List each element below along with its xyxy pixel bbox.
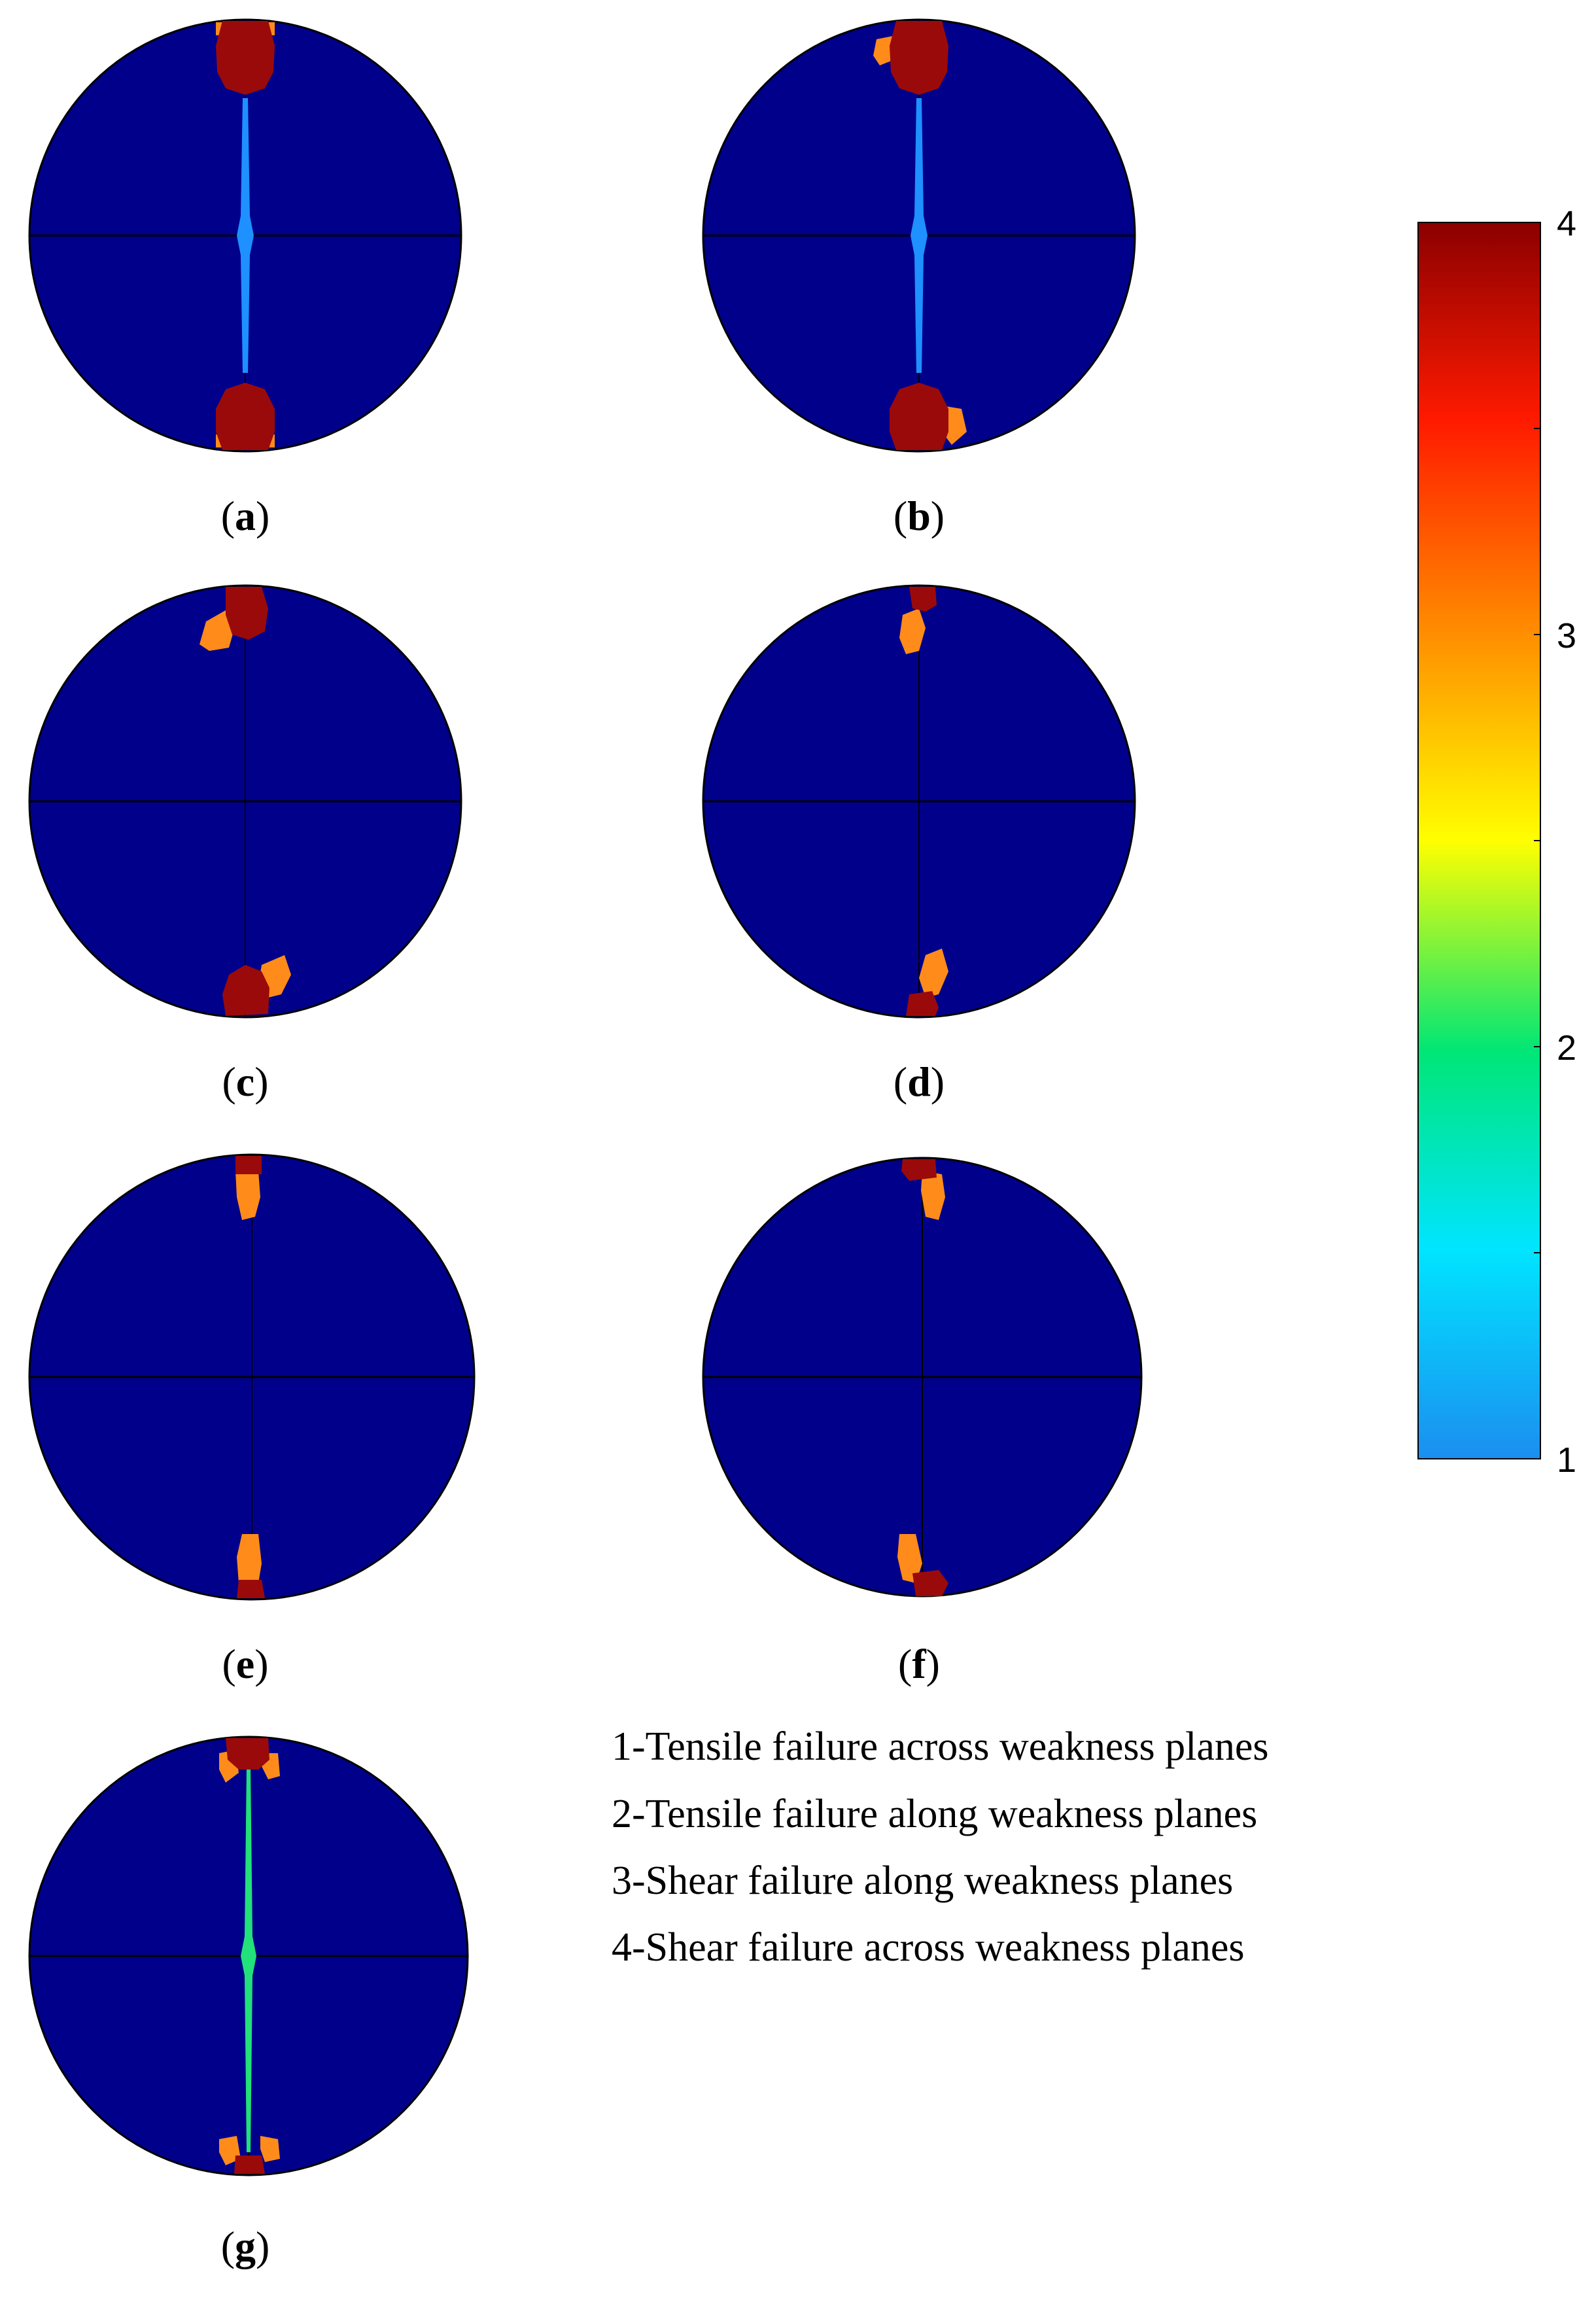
shear-zone-d-bottom	[906, 949, 948, 1016]
shear-zone-c-top	[200, 587, 268, 651]
panel-label-c: (c)	[222, 1058, 268, 1105]
legend-item-4: 4-Shear failure across weakness planes	[612, 1925, 1245, 1970]
tensile-crack-a	[237, 98, 254, 373]
shear-zone-f-bottom	[897, 1534, 948, 1596]
shear-zone-c-bottom	[222, 955, 291, 1016]
panel-label-f: (f)	[898, 1641, 940, 1687]
panel-label-b: (b)	[893, 493, 945, 539]
shear-zone-f-top	[901, 1159, 945, 1220]
panel-label-a: (a)	[221, 493, 270, 539]
legend-item-2: 2-Tensile failure along weakness planes	[612, 1792, 1257, 1836]
failure-mode-legend: 1-Tensile failure across weakness planes…	[612, 1724, 1269, 1970]
shear-across-zone-a-top	[216, 21, 275, 95]
shear-across-zone-a-bottom	[216, 383, 275, 450]
colorbar: 4 3 2 1	[1417, 204, 1576, 1480]
shear-zone-e-bottom	[237, 1534, 265, 1598]
shear-zone-b-top	[873, 21, 948, 95]
panel-g: (g)	[28, 1736, 469, 2269]
panel-label-d: (d)	[893, 1058, 945, 1105]
colorbar-tick-marks	[1534, 222, 1540, 1459]
panel-c: (c)	[28, 584, 462, 1105]
shear-zone-g-bottom	[219, 2136, 280, 2174]
panel-b: (b)	[702, 18, 1136, 539]
colorbar-tick-3: 3	[1557, 616, 1576, 655]
colorbar-tick-1: 1	[1557, 1440, 1576, 1480]
panel-f: (f)	[702, 1157, 1143, 1687]
panel-e: (e)	[28, 1153, 476, 1687]
shear-zone-g-top	[219, 1738, 280, 1783]
colorbar-tick-2: 2	[1557, 1028, 1576, 1068]
colorbar-tick-4: 4	[1557, 204, 1576, 243]
tensile-crack-b	[911, 98, 928, 373]
shear-zone-e-top	[235, 1156, 262, 1220]
tensile-along-crack-g	[241, 1766, 256, 2152]
panel-label-g: (g)	[221, 2223, 270, 2269]
panel-a: (a)	[28, 18, 462, 539]
shear-zone-d-top	[899, 587, 937, 654]
legend-item-1: 1-Tensile failure across weakness planes	[612, 1724, 1269, 1769]
panel-d: (d)	[702, 584, 1136, 1105]
colorbar-gradient	[1417, 222, 1541, 1459]
panel-label-e: (e)	[222, 1641, 268, 1687]
shear-zone-b-bottom	[890, 383, 967, 450]
legend-item-3: 3-Shear failure along weakness planes	[612, 1859, 1233, 1903]
